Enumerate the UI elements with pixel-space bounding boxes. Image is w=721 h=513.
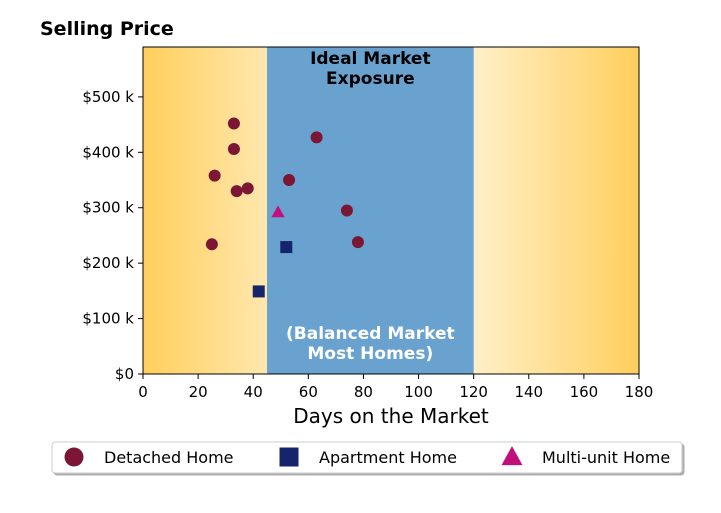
chart-title: Selling Price — [40, 18, 174, 40]
x-axis: 0 20 40 60 80 100 120 140 160 180 — [138, 374, 653, 401]
band-top-label-line: Exposure — [326, 69, 415, 89]
circle-point — [283, 174, 296, 187]
x-tick-label: 20 — [189, 383, 208, 401]
circle-point — [340, 204, 353, 217]
legend-frame — [51, 441, 683, 474]
triangle-point — [271, 205, 285, 218]
x-tick-label: 120 — [459, 383, 488, 401]
circle-point — [310, 131, 323, 144]
square-point — [280, 241, 293, 254]
circle-point — [241, 182, 254, 195]
x-axis-label: Days on the Market — [293, 404, 489, 428]
circle-point — [205, 238, 218, 251]
circle-point — [230, 185, 243, 198]
legend-triangle-marker — [501, 446, 523, 466]
band-bottom-label-line: (Balanced Market — [286, 324, 455, 344]
x-tick-label: 180 — [625, 383, 654, 401]
plot-frame — [142, 46, 640, 375]
series-apartment-home — [252, 241, 293, 298]
legend-label: Apartment Home — [319, 448, 457, 467]
circle-point — [351, 236, 364, 249]
marks-layer — [205, 117, 364, 298]
y-tick-label: $100 k — [82, 310, 134, 328]
legend-label: Multi-unit Home — [542, 448, 670, 467]
ideal-exposure-band — [267, 47, 474, 374]
legend-item-detached-home: Detached Home — [64, 447, 234, 467]
y-axis: $0 $100 k $200 k $300 k $400 k $500 k — [82, 88, 143, 383]
band-top-label-line: Ideal Market — [310, 49, 431, 69]
y-tick-label: $400 k — [82, 143, 134, 161]
legend: Detached Home Apartment Home Multi-unit Ho… — [51, 441, 683, 474]
x-tick-label: 160 — [570, 383, 599, 401]
legend-square-marker — [279, 447, 299, 467]
circle-point — [227, 117, 240, 130]
x-tick-label: 40 — [244, 383, 263, 401]
circle-point — [227, 142, 240, 155]
y-tick-label: $200 k — [82, 254, 134, 272]
legend-label: Detached Home — [104, 448, 234, 467]
legend-circle-marker — [64, 447, 84, 467]
legend-item-multi-unit-home: Multi-unit Home — [501, 446, 670, 467]
y-tick-label: $0 — [115, 365, 134, 383]
series-multi-unit-home — [271, 205, 285, 218]
circle-point — [208, 169, 221, 182]
x-tick-label: 0 — [138, 383, 148, 401]
x-tick-label: 80 — [354, 383, 373, 401]
legend-item-apartment-home: Apartment Home — [279, 447, 457, 467]
band-bottom-label-line: Most Homes) — [307, 344, 433, 364]
x-tick-label: 100 — [404, 383, 433, 401]
square-point — [252, 285, 265, 298]
x-tick-label: 60 — [299, 383, 318, 401]
x-tick-label: 140 — [514, 383, 543, 401]
y-tick-label: $500 k — [82, 88, 134, 106]
series-detached-home — [205, 117, 364, 251]
y-tick-label: $300 k — [82, 199, 134, 217]
